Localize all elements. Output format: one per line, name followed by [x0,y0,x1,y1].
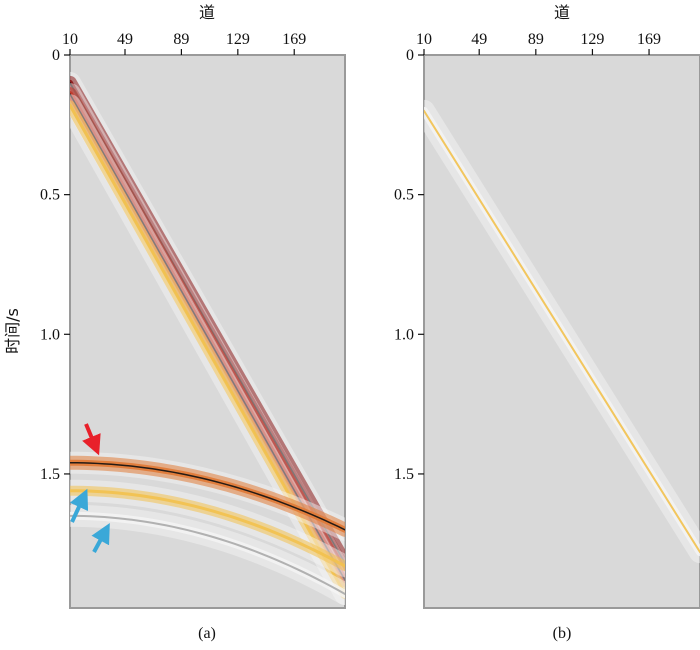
x-tick-label: 10 [62,31,78,48]
y-tick-label: 0 [406,47,414,64]
seismic-event [70,489,345,568]
panel-b: 10 49 89 129 169 0 0.5 1.0 1.5 道 (b) [394,3,700,642]
y-ticks-a: 0 0.5 1.0 1.5 [40,47,70,483]
red-arrow [82,423,101,456]
x-axis-title-a: 道 [199,3,215,22]
blue-arrow-1 [69,488,89,523]
x-tick-label: 169 [282,31,306,48]
x-tick-label: 89 [173,31,189,48]
y-tick-label: 1.5 [40,466,60,483]
y-tick-label: 1.5 [394,466,414,483]
panel-a: 10 49 89 129 169 0 0.5 1.0 1.5 道 时间/s (a) [3,3,346,642]
panel-label-b: (b) [553,625,572,642]
blue-arrow-2 [91,522,110,553]
y-axis-title-a: 时间/s [3,308,22,354]
y-tick-label: 0 [52,47,60,64]
seismic-event [424,109,700,554]
x-axis-title-b: 道 [554,3,570,22]
x-tick-label: 89 [528,31,544,48]
x-ticks-b: 10 49 89 129 169 [416,31,661,55]
y-tick-label: 1.0 [394,326,414,343]
seismic-event [70,93,345,581]
events-a [70,71,345,606]
panel-label-a: (a) [198,625,216,642]
seismic-event [70,462,345,531]
seismic-event [70,514,345,596]
y-tick-label: 0.5 [40,187,60,204]
y-ticks-b: 0 0.5 1.0 1.5 [394,47,424,483]
x-tick-label: 49 [117,31,133,48]
x-tick-label: 49 [471,31,487,48]
x-tick-label: 10 [416,31,432,48]
y-tick-label: 1.0 [40,326,60,343]
y-tick-label: 0.5 [394,187,414,204]
x-tick-label: 169 [637,31,661,48]
x-ticks-a: 10 49 89 129 169 [62,31,306,55]
x-tick-label: 129 [580,31,604,48]
events-b [424,99,700,564]
x-tick-label: 129 [226,31,250,48]
